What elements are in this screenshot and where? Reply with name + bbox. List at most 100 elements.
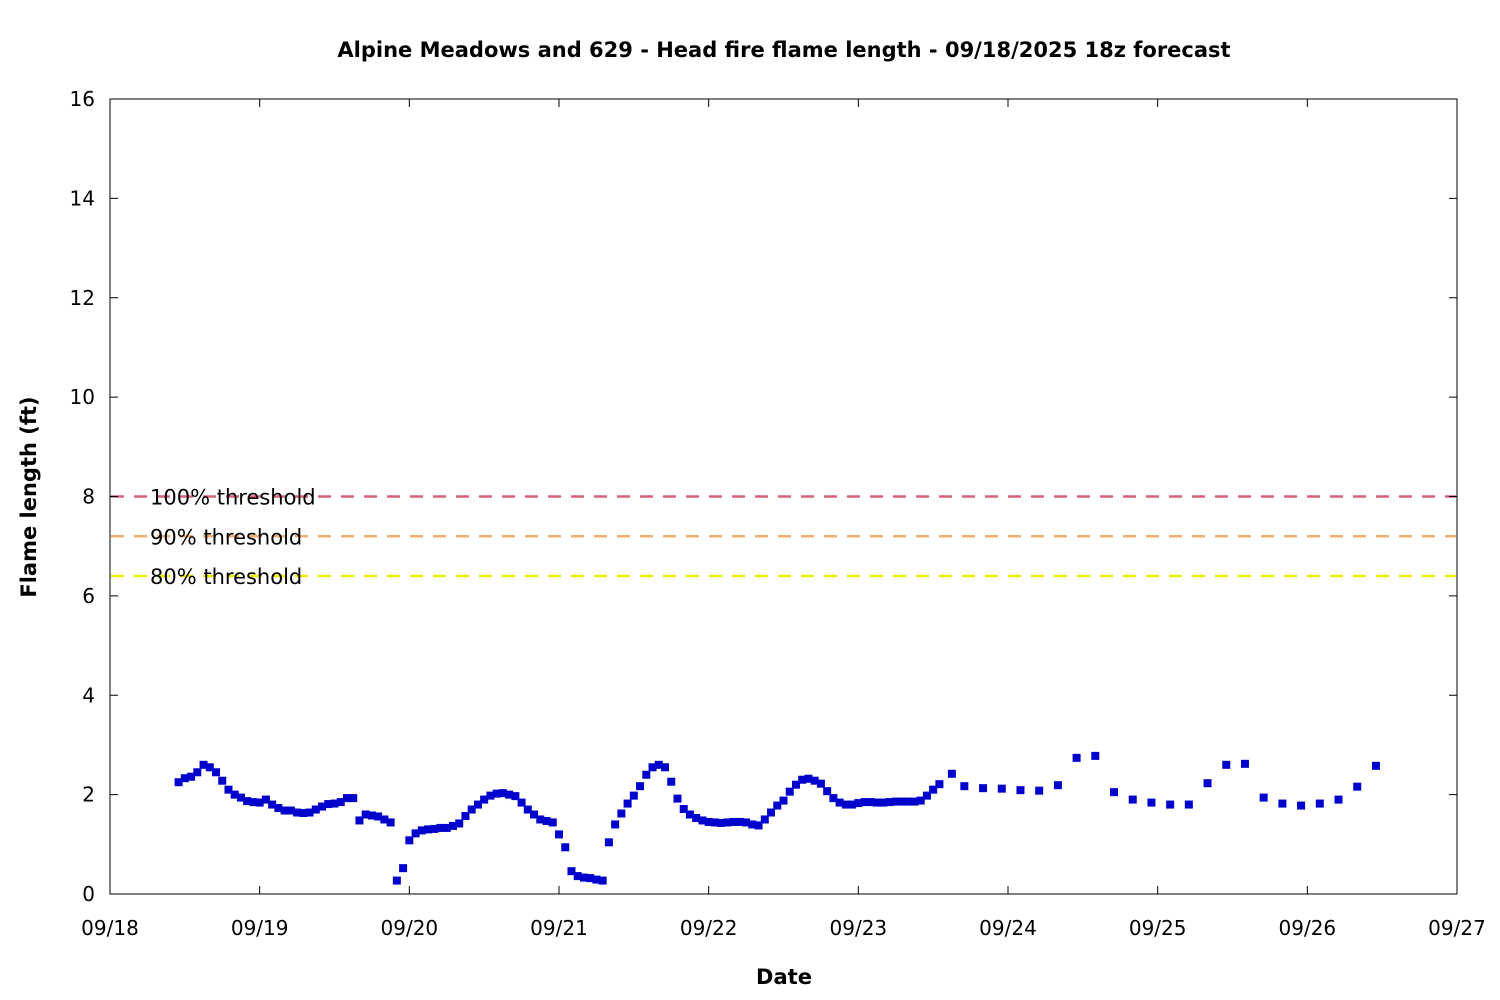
data-point (180, 774, 189, 783)
chart-title: Alpine Meadows and 629 - Head fire flame… (337, 38, 1230, 62)
data-point (979, 784, 988, 793)
data-point (804, 774, 813, 783)
data-point (199, 760, 208, 769)
data-point (311, 805, 320, 814)
threshold-label: 90% threshold (150, 525, 302, 549)
data-point (873, 798, 882, 807)
data-point (629, 791, 638, 800)
x-tick-label: 09/19 (231, 916, 289, 940)
y-tick-label: 0 (82, 882, 95, 906)
data-point (411, 829, 420, 838)
data-point (1297, 801, 1306, 810)
data-point (1035, 786, 1044, 795)
threshold-label: 80% threshold (150, 565, 302, 589)
data-point (685, 810, 694, 819)
data-point (498, 789, 507, 798)
data-point (779, 796, 788, 805)
data-point (1353, 782, 1362, 791)
data-point (673, 794, 682, 803)
y-axis-label: Flame length (ft) (17, 396, 41, 597)
data-point (1315, 799, 1324, 808)
data-point (392, 876, 401, 885)
data-point (729, 817, 738, 826)
data-point (212, 768, 221, 777)
data-point (492, 789, 501, 798)
data-point (935, 780, 944, 789)
threshold-label: 100% threshold (150, 486, 316, 510)
data-point (293, 808, 302, 817)
data-point (904, 797, 913, 806)
data-point (1128, 795, 1137, 804)
data-point (579, 873, 588, 882)
x-tick-label: 09/26 (1279, 916, 1337, 940)
data-point (523, 805, 532, 814)
data-point (1184, 800, 1193, 809)
data-point (355, 816, 364, 825)
data-point (598, 876, 607, 885)
data-point (1016, 786, 1025, 795)
data-point (555, 830, 563, 839)
data-point (536, 815, 545, 824)
y-tick-label: 6 (82, 584, 95, 608)
data-point (261, 795, 270, 804)
data-point (224, 785, 233, 794)
data-point (243, 797, 252, 806)
data-point (455, 819, 464, 828)
x-tick-label: 09/25 (1129, 916, 1187, 940)
data-point (879, 798, 888, 807)
data-point (885, 798, 894, 807)
x-tick-label: 09/20 (381, 916, 439, 940)
axis-ticks: 09/18 09/19 09/20 09/21 09/22 09/23 09/24 09/25… (70, 87, 1486, 940)
y-tick-label: 12 (70, 286, 95, 310)
data-point (679, 805, 688, 814)
data-point (1334, 795, 1343, 804)
data-point (280, 806, 289, 815)
data-point (336, 798, 345, 807)
data-point (374, 812, 383, 821)
data-point (760, 815, 769, 824)
y-tick-label: 2 (82, 783, 95, 807)
data-point (417, 826, 426, 835)
data-point (511, 792, 520, 801)
data-point (654, 760, 663, 769)
data-point (361, 810, 370, 819)
data-point (735, 817, 744, 826)
y-tick-label: 4 (82, 683, 95, 707)
data-point (399, 864, 408, 873)
data-point (623, 799, 632, 808)
y-tick-label: 14 (70, 186, 95, 210)
data-point (866, 798, 875, 807)
data-point (1072, 753, 1081, 762)
data-point (648, 763, 657, 772)
data-point (1147, 798, 1156, 807)
data-point (318, 802, 327, 811)
data-point (467, 805, 476, 814)
data-point (330, 799, 339, 808)
x-axis-label: Date (756, 965, 812, 989)
data-point (791, 780, 800, 789)
data-point (530, 810, 539, 819)
data-point (561, 843, 570, 852)
data-point (667, 777, 676, 786)
data-point (249, 798, 258, 807)
data-point (717, 818, 726, 827)
data-point (448, 821, 457, 830)
data-point (218, 776, 227, 785)
data-point (1091, 751, 1100, 760)
x-tick-label: 09/21 (530, 916, 588, 940)
data-point (704, 817, 713, 826)
data-point (592, 875, 601, 884)
data-point (773, 801, 782, 810)
data-point (922, 791, 931, 800)
data-point (1110, 788, 1119, 797)
data-point (798, 775, 807, 784)
data-point (748, 820, 757, 829)
data-point (767, 808, 776, 817)
data-point (255, 798, 264, 807)
data-point (910, 797, 919, 806)
data-point (430, 824, 439, 833)
data-point (642, 770, 651, 779)
data-point (854, 799, 863, 808)
data-point (723, 818, 732, 827)
